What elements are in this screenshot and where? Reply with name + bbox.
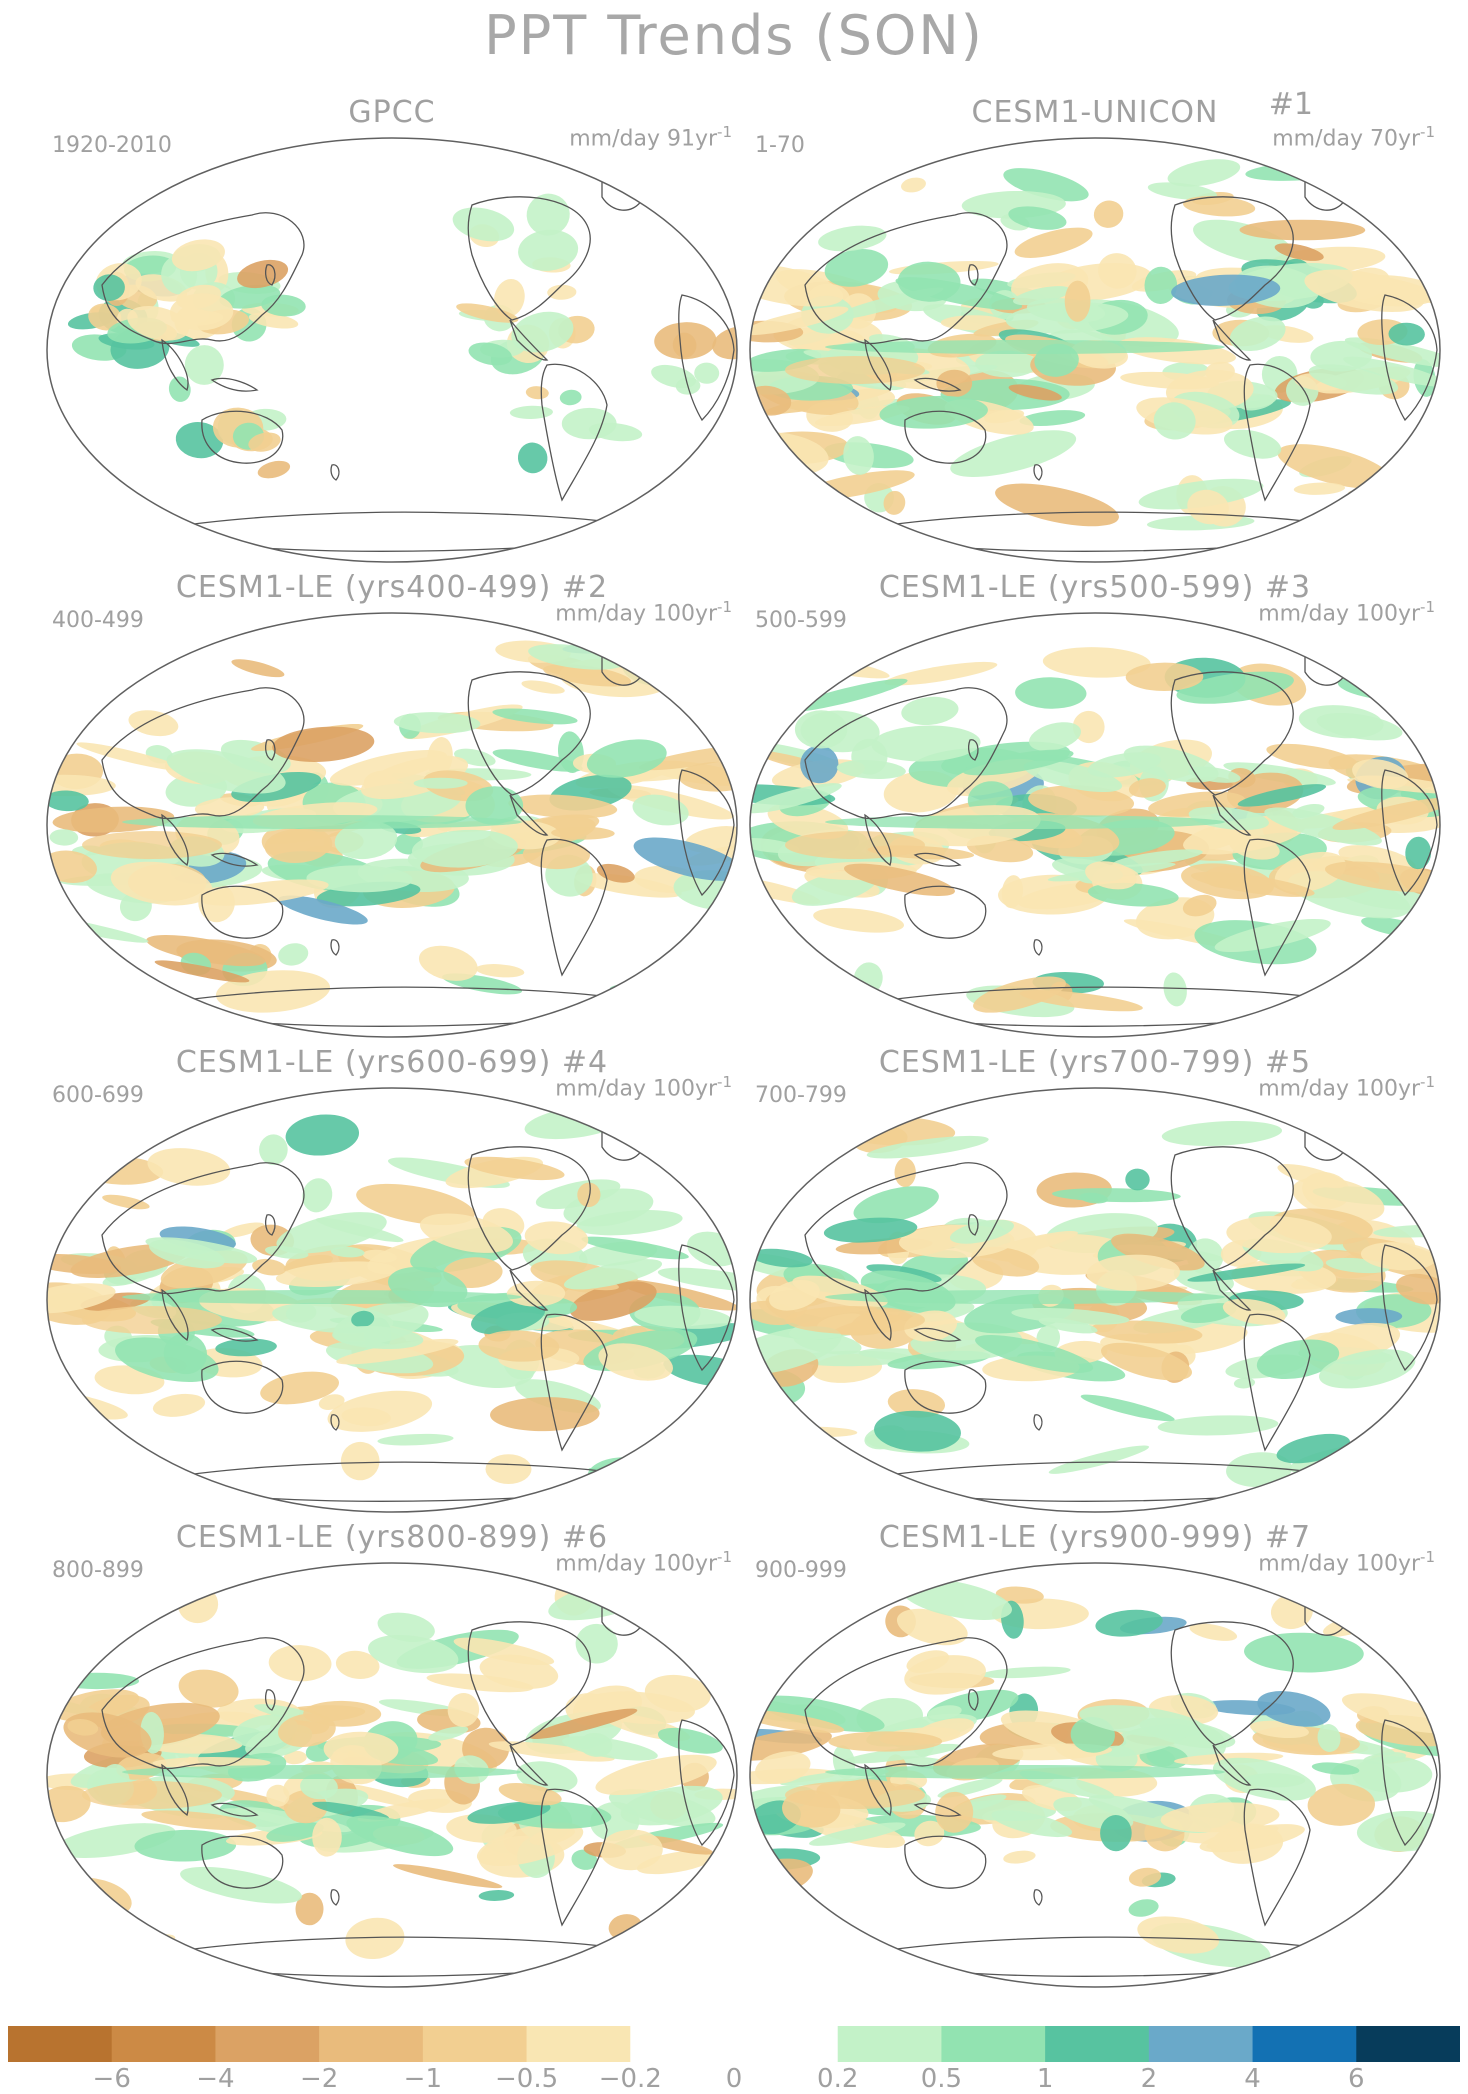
map-panel: CESM1-LE (yrs900-999) #7 900-999 mm/day 10…: [735, 1520, 1455, 1990]
map-border: [749, 1087, 1441, 1513]
colorbar-segment: [630, 2026, 735, 2062]
colorbar-segment: [111, 2026, 216, 2062]
panel-period: 1920-2010: [52, 133, 172, 158]
panel-title: CESM1-LE (yrs800-899) #6: [175, 1520, 609, 1555]
figure-title: PPT Trends (SON): [484, 4, 984, 67]
colorbar-tick-label: −2: [299, 2064, 339, 2094]
trend-field: [67, 173, 737, 552]
colorbar-tick-label: 0: [725, 2064, 743, 2094]
panel-period: 1-70: [755, 133, 805, 158]
colorbar-segment: [8, 2026, 113, 2062]
panel-units: mm/day 100yr-1: [1258, 1073, 1435, 1102]
panel-period: 700-799: [755, 1083, 847, 1108]
map-panel: GPCC 1920-2010 mm/day 91yr-1: [32, 95, 752, 565]
panel-units: mm/day 100yr-1: [555, 1073, 732, 1102]
map-border: [749, 1562, 1441, 1988]
trend-field: [750, 638, 1440, 1027]
colorbar-segment: [215, 2026, 320, 2062]
world-map: [749, 1087, 1441, 1513]
trend-field: [750, 159, 1440, 552]
panel-title: CESM1-LE (yrs700-799) #5: [878, 1045, 1312, 1080]
panel-title: CESM1-LE (yrs400-499) #2: [175, 570, 609, 605]
map-panel: CESM1-LE (yrs400-499) #2 400-499 mm/day 10…: [32, 570, 752, 1040]
colorbar-tick-label: 1: [1036, 2064, 1054, 2094]
panel-title: CESM1-LE (yrs900-999) #7: [878, 1520, 1312, 1555]
colorbar-tick-label: 4: [1244, 2064, 1261, 2094]
panel-units: mm/day 100yr-1: [555, 598, 732, 627]
colorbar-tick-label: 0.5: [920, 2064, 963, 2094]
colorbar-tick-label: −6: [92, 2064, 131, 2094]
colorbar-tick-label: 0.2: [817, 2064, 859, 2094]
world-map: [46, 1562, 738, 1988]
map-panel: CESM1-UNICON #1 1-70 mm/day 70yr-1: [735, 87, 1455, 565]
trend-field: [750, 1115, 1440, 1502]
world-map: [46, 612, 738, 1038]
colorbar-segment: [422, 2026, 528, 2062]
colorbar-tick-label: −1: [403, 2064, 443, 2094]
trend-field: [750, 1579, 1440, 1977]
panel-period: 900-999: [755, 1558, 847, 1583]
panel-title: CESM1-LE (yrs600-699) #4: [175, 1045, 609, 1080]
panel-units: mm/day 100yr-1: [555, 1548, 732, 1577]
trend-field: [47, 626, 737, 1027]
map-panel: CESM1-LE (yrs800-899) #6 800-899 mm/day 10…: [32, 1520, 752, 1990]
world-map: [749, 612, 1441, 1038]
colorbar-tick-label: 6: [1348, 2064, 1365, 2094]
colorbar-segment: [1356, 2026, 1460, 2062]
world-map: [749, 1562, 1441, 1988]
map-border: [46, 612, 738, 1038]
trend-field: [47, 1577, 737, 1977]
panel-tag: #1: [1268, 87, 1313, 122]
colorbar-segment: [941, 2026, 1046, 2062]
world-map: [749, 137, 1441, 563]
panel-period: 500-599: [755, 608, 847, 633]
panel-period: 400-499: [52, 608, 144, 633]
colorbar-segment: [837, 2026, 942, 2062]
colorbar-tick-label: −0.5: [494, 2064, 559, 2094]
colorbar-tick-label: 2: [1140, 2064, 1158, 2094]
colorbar: [8, 2026, 1460, 2062]
panel-period: 800-899: [52, 1558, 144, 1583]
panel-period: 600-699: [52, 1083, 144, 1108]
colorbar-segment: [319, 2026, 424, 2062]
panel-title: CESM1-UNICON: [971, 95, 1219, 130]
world-map: [46, 1087, 738, 1513]
panel-units: mm/day 100yr-1: [1258, 598, 1435, 627]
world-map: [46, 137, 738, 563]
trend-field: [47, 1105, 737, 1502]
panel-title: CESM1-LE (yrs500-599) #3: [878, 570, 1312, 605]
panel-units: mm/day 91yr-1: [569, 123, 732, 152]
map-border: [46, 137, 738, 563]
map-border: [749, 612, 1441, 1038]
colorbar-segment: [734, 2026, 839, 2062]
colorbar-tick-label: −4: [196, 2064, 235, 2094]
map-border: [46, 1562, 738, 1988]
map-border: [749, 137, 1441, 563]
map-border: [46, 1087, 738, 1513]
colorbar-tick-label: −0.2: [598, 2064, 662, 2094]
panel-title: GPCC: [348, 95, 436, 130]
colorbar-segment: [1252, 2026, 1357, 2062]
map-panel: CESM1-LE (yrs600-699) #4 600-699 mm/day 10…: [32, 1045, 752, 1515]
colorbar-segment: [526, 2026, 631, 2062]
panel-units: mm/day 70yr-1: [1272, 123, 1435, 152]
colorbar-segment: [1148, 2026, 1254, 2062]
map-panel: CESM1-LE (yrs500-599) #3 500-599 mm/day 10…: [735, 570, 1455, 1040]
panel-units: mm/day 100yr-1: [1258, 1548, 1435, 1577]
map-panel: CESM1-LE (yrs700-799) #5 700-799 mm/day 10…: [735, 1045, 1455, 1515]
colorbar-segment: [1045, 2026, 1150, 2062]
